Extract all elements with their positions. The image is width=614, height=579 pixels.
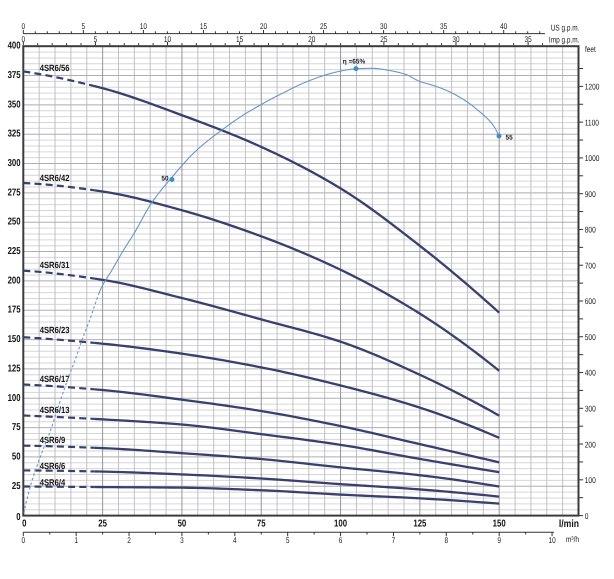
svg-text:800: 800	[585, 225, 596, 235]
svg-text:125: 125	[413, 518, 426, 529]
svg-text:η =65%: η =65%	[343, 59, 365, 66]
svg-text:8: 8	[445, 535, 449, 545]
svg-text:225: 225	[8, 246, 21, 257]
svg-text:1100: 1100	[585, 117, 600, 127]
svg-text:100: 100	[334, 518, 347, 529]
svg-text:200: 200	[585, 439, 596, 449]
svg-text:3: 3	[180, 535, 184, 545]
svg-text:75: 75	[257, 518, 266, 529]
svg-text:6: 6	[339, 535, 343, 545]
svg-text:400: 400	[585, 368, 596, 378]
svg-text:4SR6/56: 4SR6/56	[40, 63, 70, 73]
svg-text:20: 20	[260, 21, 267, 31]
svg-text:4SR6/31: 4SR6/31	[40, 260, 70, 270]
svg-text:Imp g.p.m.: Imp g.p.m.	[549, 34, 580, 44]
svg-text:50: 50	[12, 451, 21, 462]
svg-text:30: 30	[452, 34, 459, 44]
svg-text:US g.p.m.: US g.p.m.	[551, 22, 580, 32]
svg-text:350: 350	[8, 99, 21, 110]
svg-text:50: 50	[178, 518, 187, 529]
svg-text:m³/h: m³/h	[566, 534, 579, 544]
svg-text:50: 50	[161, 175, 168, 182]
svg-text:0: 0	[22, 518, 27, 529]
svg-text:25: 25	[320, 21, 327, 31]
svg-text:0: 0	[585, 511, 589, 521]
svg-text:30: 30	[380, 21, 387, 31]
svg-text:5: 5	[94, 34, 98, 44]
svg-text:feet: feet	[585, 44, 596, 54]
svg-text:75: 75	[12, 422, 21, 433]
svg-text:10: 10	[140, 21, 147, 31]
svg-text:20: 20	[308, 34, 315, 44]
svg-text:35: 35	[524, 34, 531, 44]
svg-text:100: 100	[585, 475, 596, 485]
svg-text:150: 150	[8, 334, 21, 345]
svg-text:0: 0	[21, 535, 25, 545]
svg-text:325: 325	[8, 129, 21, 140]
svg-text:4SR6/6: 4SR6/6	[40, 461, 66, 471]
svg-text:l/min: l/min	[559, 518, 579, 530]
svg-text:15: 15	[236, 34, 243, 44]
svg-text:250: 250	[8, 217, 21, 228]
svg-text:0: 0	[16, 512, 21, 523]
svg-text:1: 1	[74, 535, 78, 545]
svg-text:0: 0	[21, 34, 25, 44]
svg-text:600: 600	[585, 296, 596, 306]
svg-text:25: 25	[98, 518, 107, 529]
svg-text:7: 7	[392, 535, 396, 545]
svg-text:100: 100	[8, 393, 21, 404]
svg-text:400: 400	[8, 41, 21, 52]
svg-text:5: 5	[82, 21, 86, 31]
svg-text:2: 2	[127, 535, 131, 545]
svg-text:1200: 1200	[585, 82, 600, 92]
svg-text:40: 40	[500, 21, 507, 31]
svg-text:125: 125	[8, 363, 21, 374]
svg-text:10: 10	[548, 535, 555, 545]
svg-text:1000: 1000	[585, 153, 600, 163]
svg-text:25: 25	[380, 34, 387, 44]
svg-text:300: 300	[8, 158, 21, 169]
svg-text:4SR6/23: 4SR6/23	[40, 325, 70, 335]
svg-text:150: 150	[493, 518, 506, 529]
svg-text:5: 5	[286, 535, 290, 545]
svg-text:15: 15	[200, 21, 207, 31]
svg-text:4SR6/42: 4SR6/42	[40, 173, 70, 183]
svg-text:200: 200	[8, 275, 21, 286]
svg-text:4: 4	[233, 535, 237, 545]
svg-text:35: 35	[440, 21, 447, 31]
svg-text:25: 25	[12, 481, 21, 492]
svg-text:4SR6/17: 4SR6/17	[40, 374, 70, 384]
svg-text:0: 0	[21, 21, 25, 31]
svg-text:55: 55	[506, 135, 513, 142]
svg-text:175: 175	[8, 305, 21, 316]
svg-text:375: 375	[8, 70, 21, 81]
svg-text:10: 10	[164, 34, 171, 44]
svg-text:4SR6/13: 4SR6/13	[40, 405, 70, 415]
svg-text:700: 700	[585, 260, 596, 270]
svg-text:9: 9	[497, 535, 501, 545]
svg-text:4SR6/4: 4SR6/4	[40, 477, 66, 487]
svg-text:500: 500	[585, 332, 596, 342]
svg-text:4SR6/9: 4SR6/9	[40, 435, 66, 445]
svg-text:300: 300	[585, 404, 596, 414]
svg-text:900: 900	[585, 189, 596, 199]
svg-text:275: 275	[8, 187, 21, 198]
